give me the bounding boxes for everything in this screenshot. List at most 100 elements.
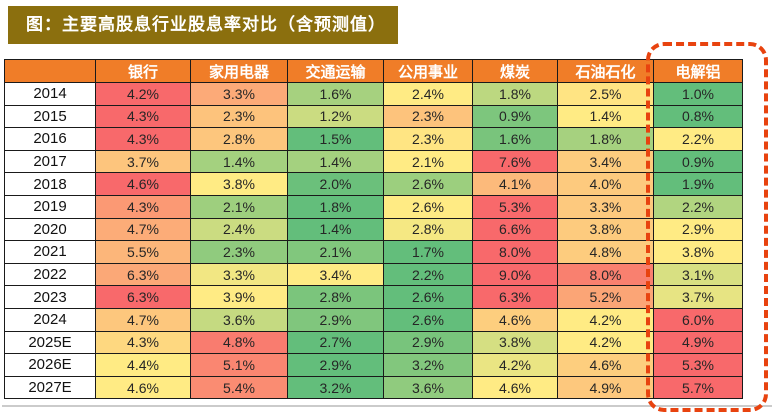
heatmap-cell: 2.9%: [287, 353, 384, 377]
table-row: 2016 4.3% 2.8% 1.5% 2.3% 1.6% 1.8% 2.2%: [4, 127, 743, 151]
column-header: 交通运输: [287, 59, 384, 83]
heatmap-cell: 4.6%: [472, 375, 558, 400]
table-row: 2017 3.7% 1.4% 1.4% 2.1% 7.6% 3.4% 0.9%: [4, 149, 743, 174]
heatmap-cell: 4.8%: [190, 330, 288, 355]
heatmap-cell: 3.7%: [653, 285, 743, 309]
heatmap-cell: 2.5%: [557, 82, 654, 106]
heatmap-cell: 4.2%: [557, 330, 654, 355]
heatmap-cell: 6.3%: [95, 262, 191, 287]
heatmap-cell: 5.3%: [653, 353, 743, 377]
heatmap-cell: 2.8%: [383, 217, 473, 242]
column-header: 公用事业: [383, 59, 473, 83]
table-row: 2018 4.6% 3.8% 2.0% 2.6% 4.1% 4.0% 1.9%: [4, 172, 743, 196]
row-label: 2027E: [4, 375, 96, 400]
table-row: 2021 5.5% 2.3% 2.1% 1.7% 8.0% 4.8% 3.8%: [4, 240, 743, 264]
heatmap-cell: 3.6%: [190, 307, 288, 332]
heatmap-cell: 1.4%: [557, 104, 654, 129]
heatmap-cell: 1.8%: [472, 82, 558, 106]
heatmap-cell: 3.8%: [472, 330, 558, 355]
row-label: 2020: [4, 217, 96, 242]
heatmap-cell: 3.4%: [557, 149, 654, 174]
heatmap-cell: 8.0%: [472, 240, 558, 264]
heatmap-cell: 2.9%: [287, 307, 384, 332]
heatmap-cell: 2.2%: [653, 194, 743, 219]
corner-cell: [4, 59, 96, 83]
heatmap-cell: 1.2%: [287, 104, 384, 129]
dividend-yield-table: 银行 家用电器 交通运输 公用事业 煤炭 石油石化 电解铝 2014 4.2% 3.3% 1.6%…: [4, 59, 743, 400]
heatmap-cell: 3.9%: [190, 285, 288, 309]
heatmap-cell: 2.9%: [653, 217, 743, 242]
heatmap-cell: 4.2%: [95, 82, 191, 106]
heatmap-cell: 0.9%: [653, 149, 743, 174]
heatmap-cell: 3.2%: [383, 353, 473, 377]
heatmap-cell: 4.3%: [95, 127, 191, 151]
heatmap-cell: 1.8%: [557, 127, 654, 151]
table-row: 2025E 4.3% 4.8% 2.7% 2.9% 3.8% 4.2% 4.9%: [4, 330, 743, 355]
column-header: 石油石化: [557, 59, 654, 83]
heatmap-cell: 5.4%: [190, 375, 288, 400]
heatmap-cell: 1.0%: [653, 82, 743, 106]
heatmap-cell: 3.3%: [190, 262, 288, 287]
row-label: 2026E: [4, 353, 96, 377]
heatmap-cell: 1.4%: [287, 217, 384, 242]
row-label: 2016: [4, 127, 96, 151]
heatmap-cell: 9.0%: [472, 262, 558, 287]
heatmap-cell: 3.6%: [383, 375, 473, 400]
heatmap-cell: 4.4%: [95, 353, 191, 377]
heatmap-cell: 5.2%: [557, 285, 654, 309]
bottom-divider: [2, 405, 772, 407]
figure-title: 图：主要高股息行业股息率对比（含预测值）: [8, 6, 398, 44]
heatmap-cell: 3.8%: [653, 240, 743, 264]
header-row: 银行 家用电器 交通运输 公用事业 煤炭 石油石化 电解铝: [4, 59, 743, 83]
heatmap-cell: 3.3%: [557, 194, 654, 219]
heatmap-cell: 4.2%: [557, 307, 654, 332]
heatmap-cell: 2.9%: [383, 330, 473, 355]
heatmap-cell: 7.6%: [472, 149, 558, 174]
heatmap-cell: 0.8%: [653, 104, 743, 129]
heatmap-cell: 8.0%: [557, 262, 654, 287]
column-header: 银行: [95, 59, 191, 83]
heatmap-cell: 4.8%: [557, 240, 654, 264]
heatmap-cell: 5.5%: [95, 240, 191, 264]
row-label: 2015: [4, 104, 96, 129]
heatmap-cell: 6.0%: [653, 307, 743, 332]
heatmap-cell: 4.9%: [557, 375, 654, 400]
heatmap-cell: 4.6%: [557, 353, 654, 377]
row-label: 2025E: [4, 330, 96, 355]
heatmap-cell: 3.4%: [287, 262, 384, 287]
heatmap-cell: 1.4%: [190, 149, 288, 174]
heatmap-cell: 1.4%: [287, 149, 384, 174]
heatmap-cell: 2.2%: [383, 262, 473, 287]
heatmap-cell: 4.0%: [557, 172, 654, 196]
table-row: 2015 4.3% 2.3% 1.2% 2.3% 0.9% 1.4% 0.8%: [4, 104, 743, 129]
heatmap-cell: 2.2%: [653, 127, 743, 151]
table-header: 银行 家用电器 交通运输 公用事业 煤炭 石油石化 电解铝: [4, 59, 743, 83]
heatmap-cell: 2.1%: [287, 240, 384, 264]
heatmap-cell: 3.8%: [557, 217, 654, 242]
heatmap-cell: 5.1%: [190, 353, 288, 377]
heatmap-cell: 1.6%: [472, 127, 558, 151]
table-row: 2024 4.7% 3.6% 2.9% 2.6% 4.6% 4.2% 6.0%: [4, 307, 743, 332]
heatmap-cell: 1.5%: [287, 127, 384, 151]
heatmap-cell: 3.1%: [653, 262, 743, 287]
heatmap-cell: 2.3%: [190, 240, 288, 264]
heatmap-cell: 4.7%: [95, 217, 191, 242]
heatmap-cell: 2.3%: [190, 104, 288, 129]
table-row: 2014 4.2% 3.3% 1.6% 2.4% 1.8% 2.5% 1.0%: [4, 82, 743, 106]
heatmap-cell: 4.3%: [95, 194, 191, 219]
row-label: 2018: [4, 172, 96, 196]
table-row: 2027E 4.6% 5.4% 3.2% 3.6% 4.6% 4.9% 5.7%: [4, 375, 743, 400]
heatmap-cell: 4.2%: [472, 353, 558, 377]
heatmap-cell: 6.3%: [472, 285, 558, 309]
heatmap-cell: 3.8%: [190, 172, 288, 196]
row-label: 2021: [4, 240, 96, 264]
heatmap-cell: 6.3%: [95, 285, 191, 309]
heatmap-cell: 3.7%: [95, 149, 191, 174]
table-row: 2023 6.3% 3.9% 2.8% 2.6% 6.3% 5.2% 3.7%: [4, 285, 743, 309]
heatmap-cell: 2.4%: [383, 82, 473, 106]
row-label: 2014: [4, 82, 96, 106]
heatmap-cell: 4.6%: [95, 375, 191, 400]
heatmap-cell: 1.6%: [287, 82, 384, 106]
heatmap-cell: 4.3%: [95, 104, 191, 129]
